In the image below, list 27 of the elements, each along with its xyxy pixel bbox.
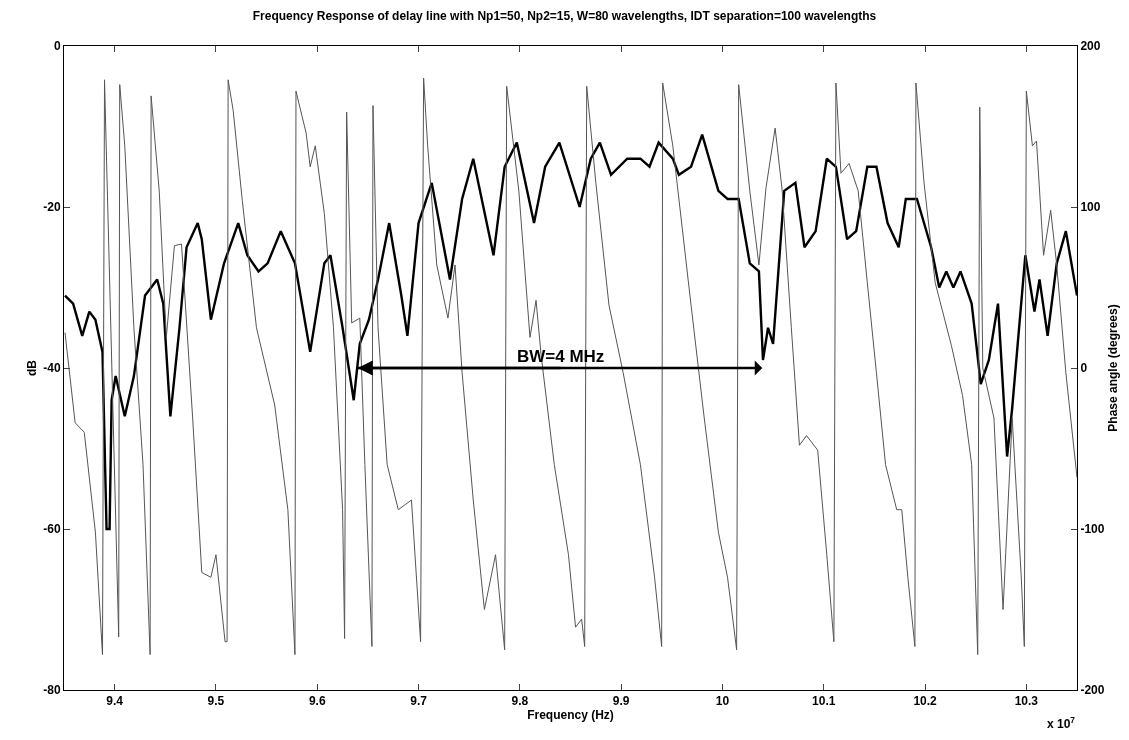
x-tick-label: 9.8: [511, 694, 529, 709]
x-tick-label: 10.3: [1014, 694, 1039, 709]
chart-title: Frequency Response of delay line with Np1=50, Np2=15, W=80 wavelengths, IDT separation=100 wavelengths: [252, 8, 877, 23]
y2-tick-label: -100: [1080, 522, 1105, 537]
x-tick-label: 9.6: [308, 694, 326, 709]
annotation: BW=4 MHz: [517, 347, 605, 366]
x-tick-label: 10.1: [812, 694, 836, 709]
y2-tick-label: 0: [1080, 361, 1088, 376]
y-axis-title: dB: [24, 359, 39, 376]
x-tick-label: 9.7: [410, 694, 428, 709]
x-tick-label: 10: [715, 694, 730, 709]
x-axis-title: Frequency (Hz): [527, 708, 614, 723]
line-series: [64, 77, 1077, 656]
x-tick-label: 9.9: [612, 694, 630, 709]
y2-axis-title: Phase angle (degrees): [1105, 304, 1120, 432]
y-tick-label: -20: [43, 200, 61, 215]
x-tick-label: 9.5: [207, 694, 225, 709]
x-tick-label: 10.2: [913, 694, 938, 709]
y-tick-label: 0: [53, 39, 61, 54]
y-tick-label: -40: [43, 361, 61, 376]
y2-tick-label: 100: [1080, 200, 1101, 215]
y2-tick-label: -200: [1080, 683, 1105, 698]
y2-tick-label: 200: [1080, 39, 1101, 54]
y-tick-label: -80: [43, 683, 61, 698]
x-tick-label: 9.4: [106, 694, 124, 709]
text: x 10$^{7}$: [1047, 715, 1076, 732]
y-tick-label: -60: [43, 522, 61, 537]
